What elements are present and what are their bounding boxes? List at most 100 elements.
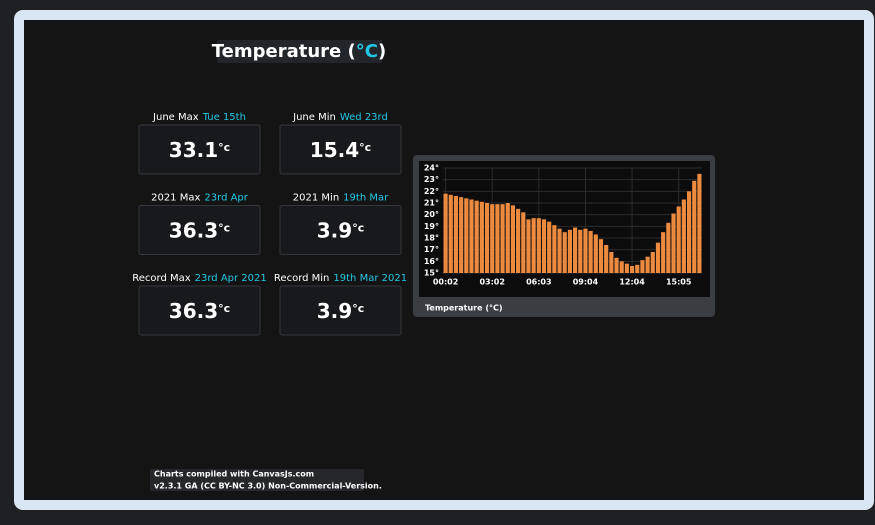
x-tick-label: 12:04: [619, 278, 645, 287]
bar: [521, 212, 526, 273]
stat-box: [279, 285, 402, 336]
stat-unit: °c: [352, 302, 364, 315]
bar: [671, 213, 676, 273]
bar: [604, 245, 609, 273]
stat-name: Record Min: [274, 273, 329, 284]
footer-line: Charts compiled with CanvasJs.com: [154, 470, 314, 479]
bar: [536, 218, 541, 273]
bar: [650, 252, 655, 273]
stat-value: 36.3°c: [169, 299, 230, 323]
y-tick-label: 17°: [424, 245, 439, 254]
stat-label: June Min Wed 23rd: [292, 112, 388, 123]
y-tick-label: 24°: [424, 164, 439, 173]
y-tick-label: 15°: [424, 269, 439, 278]
stat-label: 2021 Max 23rd Apr: [151, 193, 249, 204]
stat-box: [138, 124, 261, 175]
stat-date: Wed 23rd: [340, 112, 388, 123]
bar: [614, 257, 619, 273]
stat-name: June Max: [152, 112, 199, 123]
x-tick-label: 06:03: [526, 278, 551, 287]
stat-unit: °c: [352, 222, 364, 235]
bar: [624, 263, 629, 273]
stat-box: [138, 285, 261, 336]
bar: [516, 208, 521, 273]
stat-label: Record Min 19th Mar 2021: [274, 273, 407, 284]
stat-number: 36.3: [169, 218, 218, 242]
bar: [645, 256, 650, 273]
bar: [495, 204, 500, 273]
bar: [464, 198, 469, 273]
stat-value: 36.3°c: [169, 218, 230, 242]
x-tick-label: 03:02: [479, 278, 504, 287]
bar: [676, 206, 681, 273]
bar: [484, 203, 490, 273]
stat-number: 36.3: [169, 299, 218, 323]
stat-unit: °c: [218, 302, 230, 315]
bar: [541, 219, 547, 273]
stat-name: Record Max: [132, 273, 190, 284]
bar: [505, 203, 510, 273]
y-tick-label: 16°: [424, 257, 439, 266]
bar: [531, 218, 536, 273]
y-tick-label: 20°: [424, 210, 439, 219]
stat-box: [279, 205, 402, 255]
x-tick-label: 00:02: [433, 278, 458, 287]
bar: [661, 232, 666, 273]
stat-label: 2021 Min 19th Mar: [293, 193, 389, 204]
y-tick-label: 21°: [424, 199, 439, 208]
stat-number: 3.9: [317, 299, 352, 323]
bar: [578, 229, 583, 273]
bar: [443, 193, 448, 273]
stat-value: 33.1°c: [169, 138, 230, 162]
bar: [479, 201, 484, 273]
stat-unit: °c: [359, 141, 371, 154]
bar: [526, 219, 531, 273]
bar: [686, 191, 692, 273]
stat-number: 3.9: [317, 218, 352, 242]
bar: [593, 234, 598, 273]
stat-date: 23rd Apr 2021: [195, 273, 267, 284]
modal-title: Temperature (°C): [212, 41, 386, 62]
bar: [459, 197, 464, 273]
bar: [448, 194, 453, 273]
y-tick-label: 19°: [424, 222, 439, 231]
bar: [635, 264, 640, 273]
bar: [640, 260, 645, 273]
x-tick-label: 09:04: [573, 278, 599, 287]
bar: [629, 266, 635, 273]
x-tick-label: 15:05: [666, 278, 692, 287]
bar: [562, 232, 567, 273]
title-unit: °C: [356, 41, 378, 62]
bar: [666, 222, 671, 273]
stat-date: 23rd Apr: [204, 193, 248, 204]
chart-caption: Temperature (°C): [425, 304, 503, 313]
stat-value: 3.9°c: [317, 299, 364, 323]
stat-unit: °c: [218, 141, 230, 154]
stat-box: [279, 124, 402, 175]
bar: [453, 196, 459, 273]
title-text: Temperature (: [212, 41, 356, 62]
stat-number: 15.4: [310, 138, 359, 162]
stat-unit: °c: [218, 222, 230, 235]
bar: [500, 204, 505, 273]
stat-value: 3.9°c: [317, 218, 364, 242]
stat-name: June Min: [292, 112, 336, 123]
y-tick-label: 22°: [424, 187, 439, 196]
bar: [583, 228, 588, 273]
y-tick-label: 18°: [424, 234, 439, 243]
footer-box: [150, 469, 364, 491]
title-box: [217, 40, 382, 63]
bar: [598, 239, 604, 273]
title-close: ): [378, 41, 386, 62]
stat-date: 19th Mar: [343, 193, 389, 204]
bar: [547, 221, 552, 273]
stat-box: [138, 205, 261, 255]
bar: [573, 227, 578, 273]
stat-value: 15.4°c: [310, 138, 371, 162]
bar: [474, 200, 479, 273]
bar: [588, 231, 593, 273]
stat-number: 33.1: [169, 138, 218, 162]
bar: [557, 228, 562, 273]
stat-date: Tue 15th: [202, 112, 246, 123]
bar: [609, 252, 614, 273]
